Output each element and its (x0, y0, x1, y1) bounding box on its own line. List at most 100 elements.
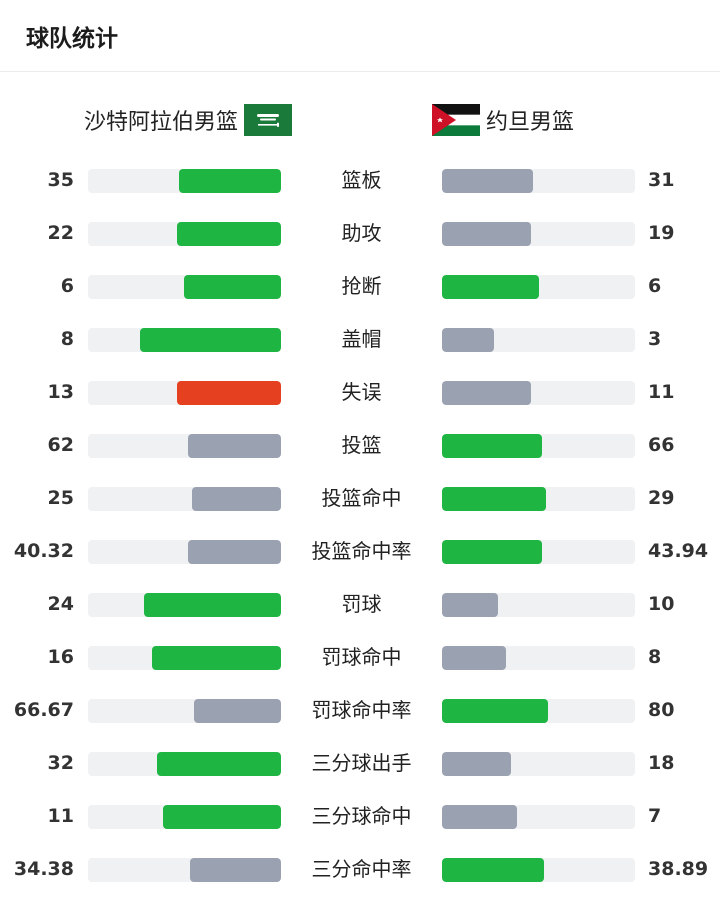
stat-left-value: 32 (47, 752, 74, 774)
header: 球队统计 (0, 0, 720, 72)
stat-right-bar (442, 222, 531, 246)
stats-list: 35 篮板 31 22 助攻 19 6 抢断 6 8 盖帽 3 13 失误 11 62 投篮 66 25 投篮命中 29… (0, 154, 720, 896)
stat-left-value: 11 (47, 805, 74, 827)
stat-right-bar-track (442, 328, 635, 352)
stat-right-bar-track (442, 752, 635, 776)
stat-right-bar (442, 646, 506, 670)
team-left-name: 沙特阿拉伯男篮 (83, 110, 238, 135)
stat-row: 11 三分球命中 7 (0, 790, 720, 843)
stat-row: 34.38 三分命中率 38.89 (0, 843, 720, 896)
stat-right-bar (442, 805, 517, 829)
stat-label: 失误 (341, 380, 382, 404)
stat-left-value: 66.67 (13, 699, 74, 721)
stat-left-bar (184, 275, 281, 299)
page-title: 球队统计 (26, 25, 118, 52)
stat-label: 投篮 (341, 433, 382, 457)
stat-right-bar (442, 169, 533, 193)
stat-label: 三分球出手 (311, 751, 412, 775)
stat-right-bar (442, 593, 498, 617)
stat-left-bar (157, 752, 281, 776)
stat-right-value: 8 (648, 646, 662, 668)
stat-left-bar (190, 858, 281, 882)
stat-right-value: 43.94 (648, 540, 709, 562)
stat-label: 罚球命中率 (311, 698, 412, 722)
stat-right-bar (442, 858, 544, 882)
stat-left-bar (177, 222, 281, 246)
stat-left-bar-track (88, 434, 281, 458)
stat-left-bar-track (88, 646, 281, 670)
stat-row: 25 投篮命中 29 (0, 472, 720, 525)
stat-label: 三分命中率 (311, 857, 412, 881)
stat-left-bar-track (88, 328, 281, 352)
stat-right-value: 80 (648, 699, 675, 721)
stat-right-bar-track (442, 275, 635, 299)
stat-row: 32 三分球出手 18 (0, 737, 720, 790)
stat-left-bar-track (88, 858, 281, 882)
stat-left-bar-track (88, 540, 281, 564)
stat-label: 抢断 (341, 274, 382, 298)
stat-right-bar-track (442, 540, 635, 564)
stat-left-bar (152, 646, 281, 670)
jordan-flag-icon (432, 104, 480, 136)
stat-left-value: 6 (60, 275, 74, 297)
stat-right-bar-track (442, 593, 635, 617)
stat-left-value: 25 (47, 487, 74, 509)
stat-left-bar (140, 328, 281, 352)
stat-label: 篮板 (341, 168, 382, 192)
stat-right-bar (442, 381, 531, 405)
stat-right-bar (442, 328, 494, 352)
stat-left-value: 40.32 (13, 540, 74, 562)
stat-right-value: 18 (648, 752, 675, 774)
stat-left-value: 16 (47, 646, 74, 668)
stat-row: 66.67 罚球命中率 80 (0, 684, 720, 737)
stat-right-bar (442, 434, 542, 458)
stat-left-value: 62 (47, 434, 74, 456)
stat-label: 盖帽 (341, 327, 382, 351)
stat-row: 24 罚球 10 (0, 578, 720, 631)
stat-right-bar-track (442, 805, 635, 829)
stat-left-value: 22 (47, 222, 74, 244)
stat-left-bar-track (88, 487, 281, 511)
stat-left-bar (194, 699, 281, 723)
stat-left-bar-track (88, 222, 281, 246)
stat-left-value: 35 (47, 169, 74, 191)
stat-row: 40.32 投篮命中率 43.94 (0, 525, 720, 578)
stat-row: 6 抢断 6 (0, 260, 720, 313)
stat-right-value: 31 (648, 169, 675, 191)
stat-left-bar-track (88, 805, 281, 829)
stat-right-bar-track (442, 381, 635, 405)
stat-label: 罚球 (341, 592, 382, 616)
saudi-arabia-flag-icon (244, 104, 292, 136)
team-left: 沙特阿拉伯男篮 (84, 104, 292, 136)
stat-right-value: 3 (648, 328, 662, 350)
stat-left-bar-track (88, 752, 281, 776)
stat-right-bar (442, 752, 511, 776)
stat-right-value: 6 (648, 275, 662, 297)
stat-left-bar-track (88, 275, 281, 299)
stat-right-bar-track (442, 434, 635, 458)
stat-right-value: 11 (648, 381, 675, 403)
team-right-name: 约旦男篮 (486, 110, 575, 135)
teams-header: 沙特阿拉伯男篮 约旦男篮 (0, 72, 720, 172)
stat-right-bar-track (442, 169, 635, 193)
stat-left-bar (163, 805, 281, 829)
stat-row: 8 盖帽 3 (0, 313, 720, 366)
stat-label: 三分球命中 (311, 804, 412, 828)
stat-right-bar-track (442, 858, 635, 882)
stat-label: 助攻 (341, 221, 382, 245)
team-right: 约旦男篮 (432, 104, 574, 136)
stat-left-value: 34.38 (13, 858, 74, 880)
stat-right-value: 19 (648, 222, 675, 244)
stat-row: 62 投篮 66 (0, 419, 720, 472)
stat-row: 22 助攻 19 (0, 207, 720, 260)
stat-right-bar (442, 487, 546, 511)
stat-label: 投篮命中 (321, 486, 402, 510)
stat-left-bar-track (88, 593, 281, 617)
stat-right-value: 29 (648, 487, 675, 509)
stat-left-bar-track (88, 169, 281, 193)
stat-left-bar (144, 593, 281, 617)
stat-label: 投篮命中率 (311, 539, 412, 563)
stat-right-value: 7 (648, 805, 662, 827)
stat-right-bar (442, 699, 548, 723)
stat-label: 罚球命中 (321, 645, 402, 669)
